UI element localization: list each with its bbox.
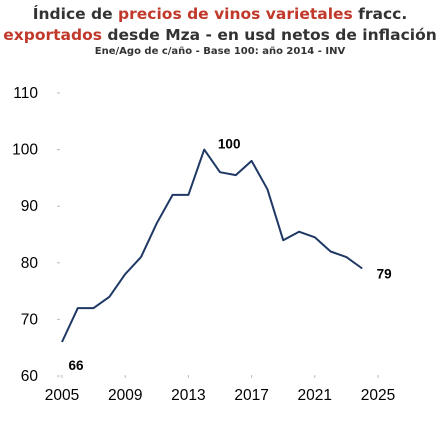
x-tick-label: 2005 (45, 387, 79, 404)
series-line (61, 148, 363, 343)
chart-title-line-2: exportados desde Mza - en usd netos de i… (0, 25, 440, 46)
title-text-2: fracc. (352, 5, 408, 23)
data-label: 79 (377, 266, 392, 281)
x-tick-label: 2025 (361, 387, 395, 404)
y-tick-label: 70 (21, 311, 39, 328)
chart-title-line-1: Índice de precios de vinos varietales fr… (0, 4, 440, 25)
y-axis: 60 70 80 90 100 110 (12, 85, 60, 385)
x-axis: 2005 2009 2013 2017 2021 2025 (45, 375, 395, 404)
x-tick-label: 2009 (108, 387, 142, 404)
chart-subtitle: Ene/Ago de c/año - Base 100: año 2014 - … (94, 46, 346, 57)
title-text-3: desde Mza - en usd netos de inflación (101, 26, 437, 44)
x-tick-label: 2013 (171, 387, 205, 404)
y-tick-label: 60 (21, 368, 39, 385)
chart-title-block: Índice de precios de vinos varietales fr… (0, 4, 440, 57)
x-tick-label: 2017 (234, 387, 268, 404)
title-text-1: Índice de (32, 5, 119, 23)
title-highlight-1: precios de vinos varietales (118, 5, 353, 23)
title-highlight-2: exportados (3, 26, 102, 44)
y-tick-label: 90 (21, 198, 39, 215)
data-label: 100 (218, 137, 241, 152)
x-tick-label: 2021 (298, 387, 332, 404)
data-labels: 66 100 79 (68, 137, 391, 373)
y-tick-label: 110 (13, 85, 38, 102)
series-layer (61, 148, 363, 343)
y-tick-label: 80 (21, 255, 39, 272)
data-label: 66 (68, 358, 84, 373)
y-tick-label: 100 (12, 142, 38, 159)
